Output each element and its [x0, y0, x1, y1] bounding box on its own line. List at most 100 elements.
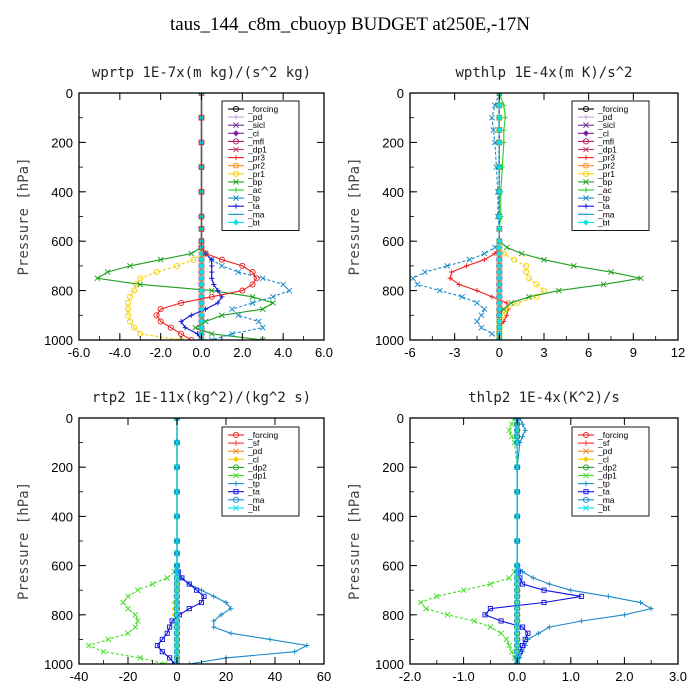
- series-unlabeled: [153, 93, 260, 340]
- legend-label: _dp1: [247, 145, 267, 155]
- data-point: [233, 203, 239, 209]
- y-axis-label: Pressure [hPa]: [347, 157, 363, 275]
- data-point: [174, 661, 180, 664]
- data-point: [174, 642, 180, 649]
- data-point: [536, 630, 542, 636]
- data-point: [525, 636, 531, 642]
- series-line: [156, 418, 205, 664]
- data-point: [198, 318, 205, 325]
- y-tick-label: 200: [51, 460, 73, 475]
- legend-label: _ma: [597, 495, 615, 505]
- legend-entry: _pd: [228, 112, 262, 122]
- data-point: [198, 587, 205, 593]
- data-point: [259, 337, 266, 340]
- data-point: [491, 102, 498, 109]
- x-tick-label: -1.0: [452, 669, 474, 684]
- y-tick-label: 800: [382, 284, 404, 299]
- data-point: [174, 624, 180, 631]
- legend-label: _bp: [597, 177, 612, 187]
- data-point: [496, 127, 503, 134]
- data-point: [496, 238, 503, 245]
- data-point: [637, 599, 644, 606]
- data-point: [208, 330, 215, 337]
- data-point: [198, 306, 205, 313]
- data-point: [159, 636, 165, 642]
- data-point: [496, 164, 503, 171]
- data-point: [137, 275, 144, 282]
- data-point: [583, 481, 589, 487]
- data-point: [218, 312, 225, 319]
- y-axis-label: Pressure [hPa]: [16, 482, 32, 600]
- legend-label: _pr2: [597, 161, 615, 171]
- panel-title: wpthlp 1E-4x(m K)/s^2: [455, 65, 632, 81]
- data-point: [137, 281, 144, 288]
- data-point: [583, 163, 589, 169]
- x-tick-label: 0: [496, 345, 503, 360]
- data-point: [174, 648, 180, 655]
- legend-label: _pd: [247, 112, 262, 122]
- data-point: [149, 581, 156, 587]
- legend-entry: _bp: [228, 177, 262, 187]
- legend-label: _dp1: [597, 145, 617, 155]
- data-point: [208, 287, 215, 294]
- data-point: [474, 300, 480, 306]
- data-point: [583, 448, 589, 455]
- data-point: [270, 293, 276, 300]
- data-point: [259, 275, 266, 282]
- data-point: [233, 114, 239, 120]
- legend: _forcing_sf_pd_cl_dp2_dp1_tp_ta_ma_bt: [571, 426, 650, 517]
- legend-label: _ta: [597, 201, 610, 211]
- data-point: [209, 257, 215, 263]
- data-point: [520, 643, 526, 649]
- data-point: [198, 599, 205, 606]
- y-tick-label: 1000: [375, 333, 404, 348]
- data-point: [174, 538, 180, 544]
- data-point: [125, 593, 131, 600]
- data-point: [637, 275, 644, 282]
- data-point: [514, 599, 521, 606]
- data-point: [514, 427, 521, 434]
- data-point: [519, 569, 526, 575]
- data-point: [198, 256, 205, 263]
- data-point: [198, 244, 205, 251]
- data-point: [444, 611, 451, 618]
- data-point: [233, 448, 239, 455]
- x-tick-label: 0.0: [192, 345, 210, 360]
- legend-entry: _pr2: [578, 161, 615, 171]
- series-ta: [482, 418, 585, 664]
- data-point: [259, 324, 266, 331]
- data-point: [211, 618, 217, 624]
- data-point: [570, 262, 577, 269]
- data-point: [496, 213, 503, 220]
- data-point: [582, 219, 590, 226]
- data-point: [582, 138, 590, 145]
- data-point: [459, 293, 466, 300]
- data-point: [124, 306, 132, 313]
- data-point: [511, 256, 518, 263]
- data-point: [174, 513, 180, 520]
- data-point: [456, 281, 462, 288]
- data-point: [546, 624, 552, 630]
- legend-entry: _tp: [578, 479, 610, 489]
- data-point: [233, 504, 239, 511]
- data-point: [540, 287, 548, 294]
- legend-label: _forcing: [247, 430, 279, 440]
- x-tick-label: 3: [540, 345, 547, 360]
- data-point: [608, 269, 614, 275]
- legend-entry: _dp2: [578, 462, 617, 472]
- series-tp: [410, 93, 503, 340]
- data-point: [506, 427, 513, 434]
- data-point: [583, 114, 589, 120]
- data-point: [174, 593, 180, 600]
- data-point: [508, 433, 515, 440]
- data-point: [474, 318, 480, 325]
- data-point: [525, 630, 531, 636]
- data-point: [198, 299, 205, 306]
- data-point: [202, 318, 209, 325]
- legend-label: _dp2: [247, 462, 267, 472]
- legend-entry: _ac: [228, 185, 262, 195]
- legend-entry: _mfl: [228, 136, 264, 146]
- legend-label: _forcing: [597, 104, 629, 114]
